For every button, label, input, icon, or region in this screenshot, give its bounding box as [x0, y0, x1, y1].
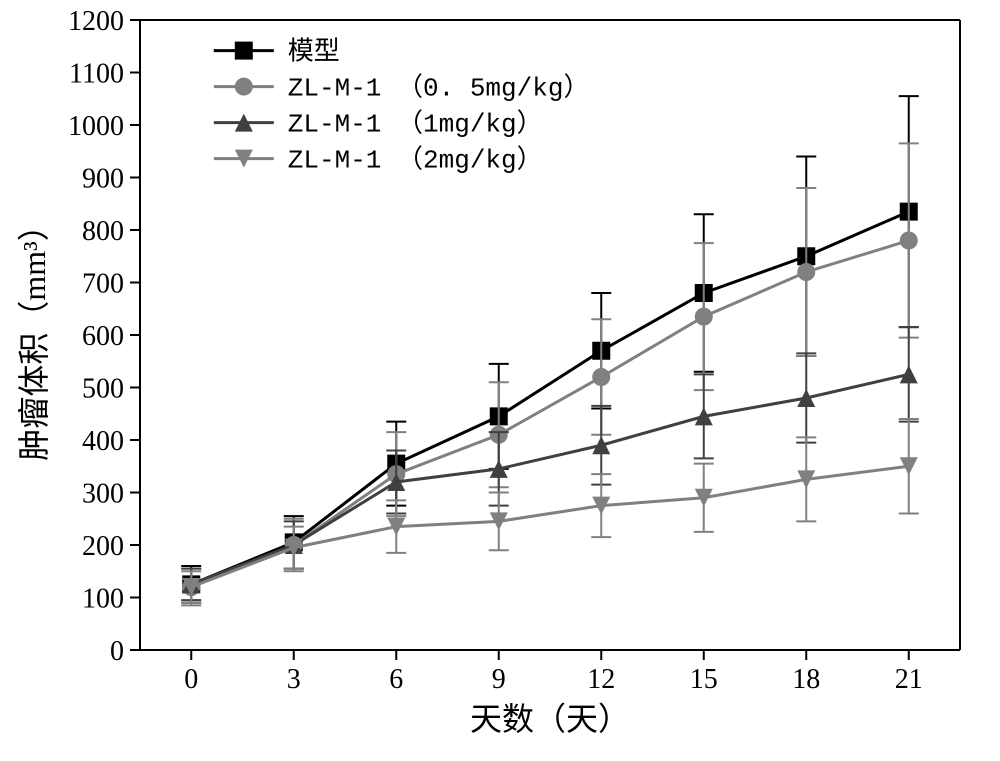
marker-circle [235, 78, 253, 96]
legend-label: ZL-M-1 （0. 5mg/kg） [288, 74, 590, 104]
y-tick-label: 400 [82, 426, 124, 457]
legend-label: 模型 [288, 37, 340, 68]
marker-circle [695, 308, 713, 326]
y-tick-label: 200 [82, 531, 124, 562]
x-tick-label: 3 [287, 664, 301, 695]
y-tick-label: 1100 [69, 59, 124, 90]
marker-square [235, 42, 253, 60]
marker-circle [797, 263, 815, 281]
legend-label: ZL-M-1 （1mg/kg） [288, 110, 543, 140]
x-axis-label: 天数（天） [470, 701, 630, 737]
x-tick-label: 9 [492, 664, 506, 695]
marker-circle [592, 368, 610, 386]
x-tick-label: 15 [690, 664, 718, 695]
y-tick-label: 600 [82, 321, 124, 352]
y-tick-label: 1200 [68, 6, 124, 37]
y-tick-label: 100 [82, 584, 124, 615]
x-tick-label: 18 [792, 664, 820, 695]
y-tick-label: 800 [82, 216, 124, 247]
y-tick-label: 0 [110, 636, 124, 667]
y-tick-label: 900 [82, 164, 124, 195]
series-3 [181, 419, 919, 603]
tumor-volume-chart: 0 3 6 9 12 15 18 21 0 100 200 300 400 500 600 700 800 900… [0, 0, 1000, 761]
y-tick-label: 300 [82, 479, 124, 510]
legend-row: ZL-M-1 （1mg/kg） [214, 110, 543, 140]
legend-row: 模型 [214, 37, 340, 68]
x-tick-label: 12 [587, 664, 615, 695]
series-2 [181, 327, 919, 600]
x-tick-label: 0 [184, 664, 198, 695]
marker-circle [900, 232, 918, 250]
x-tick-label: 6 [389, 664, 403, 695]
y-axis-label: 肿瘤体积（mm³） [16, 209, 52, 460]
y-tick-label: 1000 [68, 111, 124, 142]
legend-row: ZL-M-1 （2mg/kg） [214, 146, 543, 176]
y-tick-label: 500 [82, 374, 124, 405]
legend-row: ZL-M-1 （0. 5mg/kg） [214, 74, 590, 104]
y-tick-label: 700 [82, 269, 124, 300]
x-tick-label: 21 [895, 664, 923, 695]
chart-container: 0 3 6 9 12 15 18 21 0 100 200 300 400 500 600 700 800 900… [0, 0, 1000, 761]
legend-label: ZL-M-1 （2mg/kg） [288, 146, 543, 176]
